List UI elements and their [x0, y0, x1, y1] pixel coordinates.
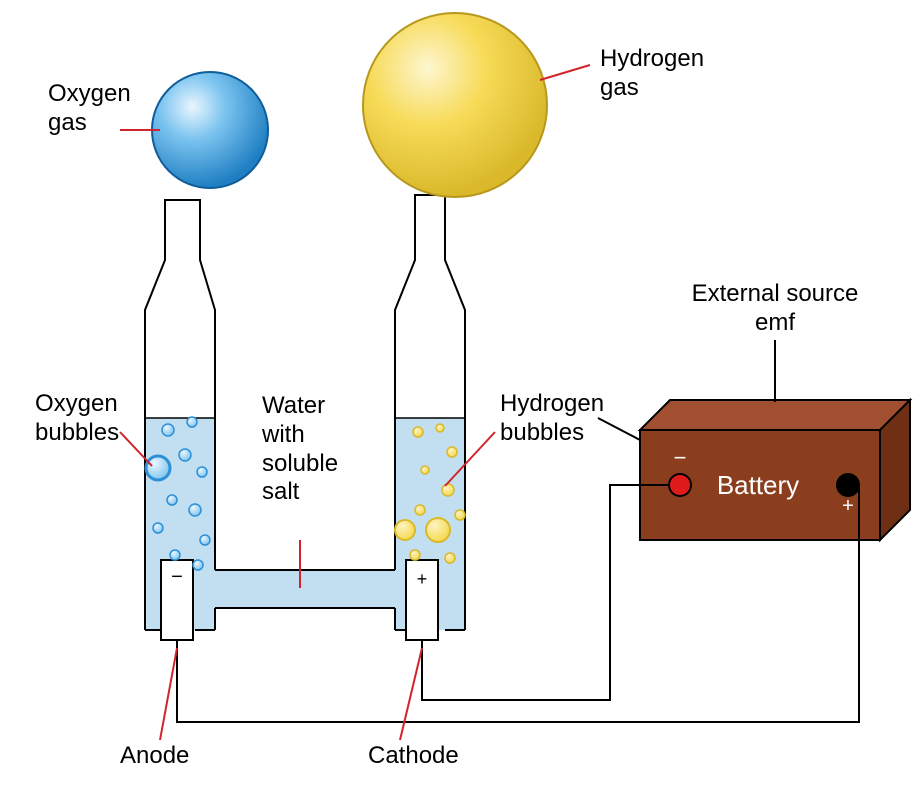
- label-external-emf: External source emf: [650, 280, 900, 338]
- electrolysis-diagram: − +: [0, 0, 924, 793]
- battery-neg-terminal: [669, 474, 691, 496]
- svg-text:+: +: [842, 495, 854, 517]
- oxygen-balloon: [152, 72, 268, 200]
- cathode-electrode: +: [406, 560, 438, 640]
- label-water-salt: Water with soluble salt: [262, 392, 338, 507]
- label-hydrogen-gas: Hydrogen gas: [600, 45, 704, 103]
- label-cathode: Cathode: [368, 742, 459, 771]
- label-oxygen-bubbles: Oxygen bubbles: [35, 390, 119, 448]
- battery-text: Battery: [717, 470, 799, 500]
- svg-text:+: +: [417, 569, 428, 589]
- hydrogen-balloon: [363, 13, 547, 197]
- anode-electrode: −: [161, 560, 193, 640]
- label-hydrogen-bubbles: Hydrogen bubbles: [500, 390, 604, 448]
- svg-text:−: −: [674, 445, 687, 470]
- svg-text:−: −: [171, 566, 183, 588]
- label-oxygen-gas: Oxygen gas: [48, 80, 131, 138]
- label-anode: Anode: [120, 742, 189, 771]
- battery: − + Battery: [640, 400, 910, 540]
- battery-pos-terminal: [837, 474, 859, 496]
